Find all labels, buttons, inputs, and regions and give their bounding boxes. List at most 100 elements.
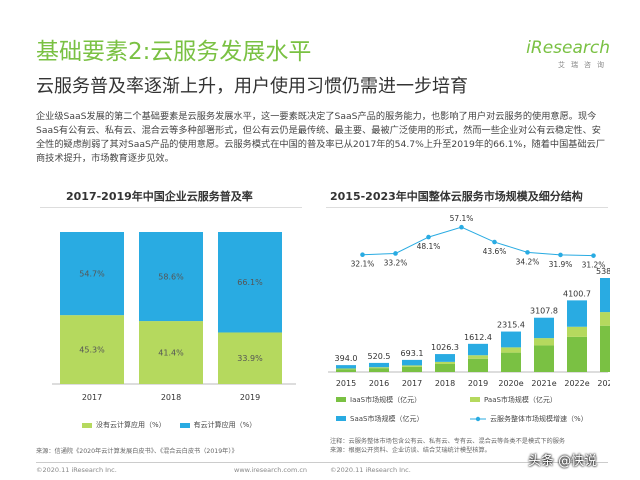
growth-label-0: 32.1%	[351, 260, 375, 269]
growth-point-1	[393, 251, 398, 256]
bar-segment-2017-0	[402, 366, 422, 372]
x-tick-2020e: 2020e	[498, 379, 523, 388]
right-stacked-bar-chart: 394.0 2015 520.5 2016 693.1 2017 1026.3 2018 161…	[328, 214, 610, 388]
growth-line	[362, 226, 594, 257]
right-source: 来源：根据公开资料、企业访谈、结合艾瑞统计模型核算。	[330, 447, 491, 454]
bar-segment-2017-1	[60, 232, 124, 316]
growth-label-4: 43.6%	[483, 247, 507, 256]
bar-segment-2017-2	[402, 359, 422, 366]
bar-segment-2023e-2	[600, 278, 610, 313]
bar-label-2019-1: 66.1%	[237, 278, 263, 287]
legend-label-paas: PaaS市场规模（亿元）	[484, 395, 557, 404]
right-note: 注释：云服务整体市场包含公有云、私有云、专有云、混合云等各类不是模式下的服务	[330, 438, 566, 445]
total-label-2017: 693.1	[401, 349, 424, 358]
right-chart-divider	[326, 207, 608, 208]
x-tick-2016: 2016	[369, 379, 389, 388]
watermark: 头条 @快说	[528, 454, 598, 469]
bar-segment-2021e-1	[534, 338, 554, 346]
x-tick-2022e: 2022e	[564, 379, 589, 388]
bar-segment-2016-2	[369, 362, 389, 368]
bar-segment-2019-1	[468, 355, 488, 359]
x-tick-2019: 2019	[240, 393, 260, 402]
left-chart-divider	[40, 207, 302, 208]
bar-segment-2015-1	[336, 368, 356, 370]
legend-swatch-iaas	[336, 397, 346, 402]
total-label-2023e: 5381.4	[596, 267, 610, 276]
bar-segment-2018-1	[139, 232, 203, 322]
x-tick-2017: 2017	[402, 379, 422, 388]
growth-point-5	[525, 250, 530, 255]
footer-divider	[36, 462, 608, 463]
left-source: 来源：信通院《2020年云计算发展白皮书》、《混合云白皮书（2019年）》	[36, 448, 238, 455]
logo-name: iResearch	[526, 38, 610, 58]
right-legend: IaaS市场规模（亿元） PaaS市场规模（亿元） SaaS市场规模（亿元） 云…	[336, 394, 606, 424]
bar-segment-2021e-2	[534, 317, 554, 339]
bar-segment-2019-0	[218, 332, 282, 384]
x-tick-2021e: 2021e	[531, 379, 556, 388]
growth-point-6	[558, 252, 563, 258]
bar-segment-2017-1	[402, 365, 422, 367]
x-tick-2015: 2015	[336, 379, 356, 388]
bar-segment-2015-2	[336, 365, 356, 369]
footer-right-copyright: ©2020.11 iResearch Inc.	[330, 466, 411, 474]
total-label-2015: 394.0	[335, 354, 358, 363]
bar-segment-2018-1	[435, 361, 455, 364]
bar-segment-2020e-0	[501, 352, 521, 372]
legend-label-saas: SaaS市场规模（亿元）	[350, 414, 424, 423]
x-tick-2023e: 2023e	[597, 379, 610, 388]
growth-label-1: 33.2%	[384, 258, 408, 267]
x-tick-2019: 2019	[468, 379, 488, 388]
growth-label-7: 31.2%	[582, 261, 606, 270]
bar-segment-2018-0	[435, 363, 455, 372]
bar-label-2017-0: 45.3%	[79, 346, 105, 355]
growth-point-3	[459, 224, 464, 230]
page-title: 基础要素2:云服务发展水平	[36, 39, 312, 65]
bar-label-2018-1: 58.6%	[158, 273, 184, 282]
bar-segment-2019-0	[468, 358, 488, 372]
x-tick-2018: 2018	[435, 379, 455, 388]
growth-point-4	[492, 239, 497, 245]
bar-label-2017-1: 54.7%	[79, 270, 105, 279]
total-label-2020e: 2315.4	[497, 321, 525, 330]
growth-point-7	[591, 253, 596, 258]
footer-left-copyright: ©2020.11 iResearch Inc.	[36, 466, 117, 474]
growth-label-6: 31.9%	[549, 260, 573, 269]
bar-segment-2018-0	[139, 321, 203, 384]
bar-segment-2018-2	[435, 354, 455, 362]
bar-segment-2019-2	[468, 343, 488, 356]
growth-point-2	[426, 234, 431, 240]
right-notes: 注释：云服务整体市场包含公有云、私有云、专有云、混合云等各类不是模式下的服务 来…	[330, 437, 615, 455]
legend-swatch-has-cloud	[179, 422, 190, 428]
legend-swatch-no-cloud	[82, 422, 92, 428]
legend-swatch-paas	[470, 397, 480, 402]
bar-segment-2019-1	[218, 232, 282, 333]
growth-label-5: 34.2%	[516, 257, 540, 266]
bar-segment-2021e-0	[534, 345, 554, 372]
description-text: 企业级SaaS发展的第二个基础要素是云服务发展水平，这一要素既决定了SaaS产品…	[36, 111, 606, 164]
bar-segment-2022e-1	[567, 326, 587, 337]
total-label-2019: 1612.4	[464, 333, 492, 342]
bar-label-2018-0: 41.4%	[158, 349, 184, 358]
iresearch-logo: iResearch 艾瑞咨询	[526, 38, 610, 70]
bar-segment-2023e-0	[600, 325, 610, 372]
growth-label-2: 48.1%	[417, 242, 441, 251]
right-chart-title: 2015-2023年中国整体云服务市场规模及细分结构	[330, 190, 583, 203]
total-label-2016: 520.5	[368, 352, 391, 361]
logo-sub: 艾瑞咨询	[558, 61, 610, 69]
growth-point-0	[360, 252, 365, 257]
x-tick-2018: 2018	[161, 393, 181, 402]
page-subtitle: 云服务普及率逐渐上升，用户使用习惯仍需进一步培育	[36, 76, 468, 97]
growth-label-3: 57.1%	[450, 214, 474, 223]
x-tick-2017: 2017	[82, 393, 102, 402]
bar-segment-2017-0	[60, 315, 124, 384]
total-label-2022e: 4100.7	[563, 289, 591, 298]
bar-segment-2022e-2	[567, 300, 587, 327]
legend-label-has-cloud: 有云计算应用（%）	[193, 421, 257, 429]
bar-segment-2022e-0	[567, 336, 587, 372]
left-legend: 没有云计算应用（%） 有云计算应用（%）	[82, 420, 256, 430]
bar-segment-2015-0	[336, 369, 356, 372]
left-stacked-bar-chart: 45.3% 54.7% 2017 41.4% 58.6% 2018 33.9% 66.1% 20…	[52, 232, 296, 402]
legend-label-iaas: IaaS市场规模（亿元）	[350, 395, 422, 404]
footer-left-site: www.iresearch.com.cn	[234, 466, 308, 474]
legend-label-growth: 云服务整体市场规模增速（%）	[490, 414, 588, 423]
